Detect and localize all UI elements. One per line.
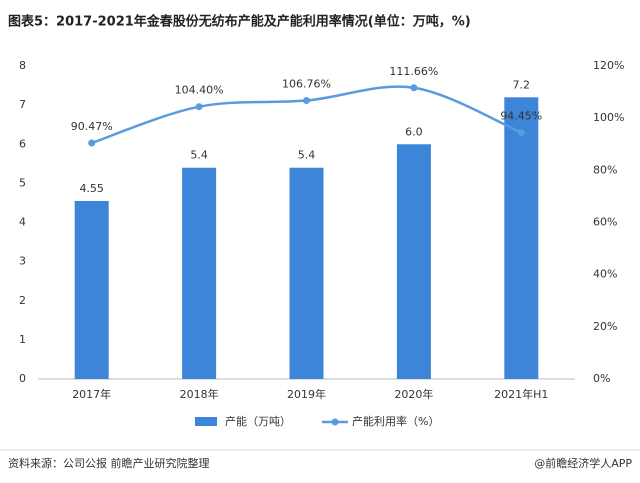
x-tick-label: 2021年H1 <box>494 387 548 401</box>
line-point <box>410 84 418 92</box>
bar-label: 4.55 <box>79 182 104 195</box>
y-tick-label: 8 <box>19 59 26 72</box>
line-label: 106.76% <box>282 78 331 91</box>
x-tick-label: 2019年 <box>287 387 326 401</box>
bar <box>396 144 431 379</box>
line-point <box>303 97 310 105</box>
y-tick-label: 6 <box>19 137 26 150</box>
legend-label: 产能利用率（%） <box>352 414 439 428</box>
y2-tick-label: 20% <box>593 320 617 333</box>
legend-label: 产能（万吨） <box>225 414 291 428</box>
y2-tick-label: 100% <box>593 111 624 124</box>
bar <box>74 200 109 379</box>
legend-swatch <box>195 417 217 426</box>
bar <box>182 167 217 379</box>
legend-swatch <box>331 418 339 426</box>
line-label: 94.45% <box>500 110 542 123</box>
x-tick-label: 2017年 <box>72 387 111 401</box>
y-tick-label: 5 <box>19 176 26 189</box>
credit: @前瞻经济学人APP <box>534 456 632 470</box>
x-tick-label: 2018年 <box>180 387 219 401</box>
line-label: 104.40% <box>175 84 224 97</box>
y2-tick-label: 40% <box>593 268 617 281</box>
line-label: 90.47% <box>71 120 113 133</box>
bar-label: 5.4 <box>298 149 316 162</box>
y-tick-label: 2 <box>19 294 26 307</box>
chart-title: 图表5：2017-2021年金春股份无纺布产能及产能利用率情况(单位：万吨，%) <box>8 14 471 30</box>
line-point <box>195 103 203 111</box>
bar-label: 6.0 <box>405 125 423 138</box>
line-point <box>88 139 96 147</box>
line-point <box>517 129 525 137</box>
y-tick-label: 7 <box>19 98 26 111</box>
source: 资料来源：公司公报 前瞻产业研究院整理 <box>8 456 210 470</box>
line-label: 111.66% <box>389 65 438 78</box>
y-tick-label: 3 <box>19 255 26 268</box>
y2-tick-label: 0% <box>593 372 610 385</box>
y2-tick-label: 80% <box>593 163 617 176</box>
y-tick-label: 0 <box>19 372 26 385</box>
bar-label: 5.4 <box>190 149 208 162</box>
bar <box>504 97 539 380</box>
y2-tick-label: 120% <box>593 59 624 72</box>
x-tick-label: 2020年 <box>394 387 433 401</box>
y2-tick-label: 60% <box>593 216 617 229</box>
y-tick-label: 1 <box>19 333 26 346</box>
y-tick-label: 4 <box>19 216 26 229</box>
bar-label: 7.2 <box>513 78 531 91</box>
bar <box>289 167 324 379</box>
line <box>91 85 522 145</box>
